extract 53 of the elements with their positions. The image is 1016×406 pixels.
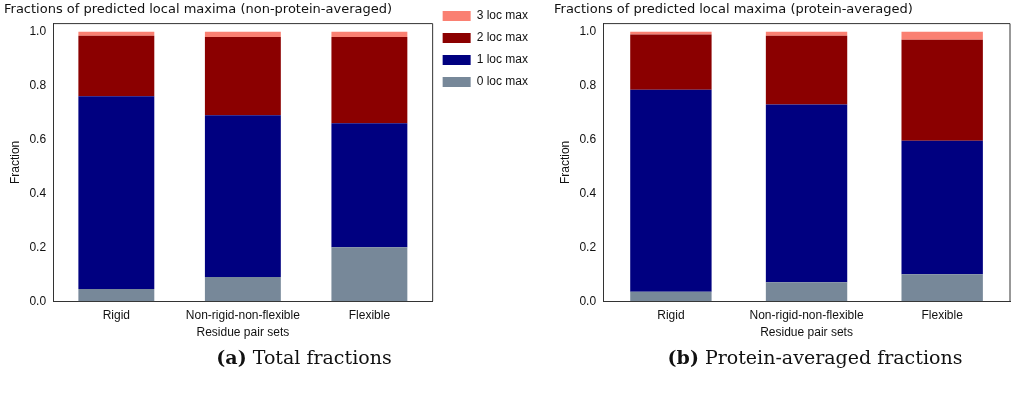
bar [204,276,281,302]
bar [765,35,848,105]
bar [901,140,983,275]
x-axis-title: Residue pair sets [196,325,290,340]
y-axis-title: Fraction [7,140,22,185]
text: (a) Total fractions [215,346,392,368]
bar [78,289,155,302]
bar [630,89,712,292]
x-tick-label: Flexible [921,307,964,322]
bar [331,123,408,248]
bar [78,31,155,36]
chart-title: Fractions of predicted local maxima (protein-averaged) [554,1,913,17]
y-tick-label: 0.0 [579,293,597,308]
x-tick-label: Flexible [348,307,391,322]
bar [901,31,983,40]
y-tick-label: 0.4 [29,185,47,200]
bar [331,31,408,38]
y-tick-label: 0.6 [579,131,597,146]
x-tick-label: Rigid [102,307,131,322]
y-tick-label: 0.6 [29,131,47,146]
chart-title: Fractions of predicted local maxima (non-protein-averaged) [4,1,393,17]
bar [204,115,281,277]
bar [78,96,155,290]
bar [78,35,155,97]
bar [204,37,281,116]
y-tick-label: 0.2 [579,239,597,254]
y-tick-label: 0.8 [29,77,47,92]
legend-label: 1 loc max [476,52,529,67]
bar [331,247,408,302]
legend-label: 0 loc max [476,74,529,89]
bar [901,274,983,302]
x-axis-title: Residue pair sets [760,325,853,340]
x-tick-label: Non-rigid-non-flexible [749,307,864,322]
bar [204,31,281,38]
bar [630,291,712,302]
y-tick-label: 0.2 [29,239,47,254]
x-tick-label: Non-rigid-non-flexible [185,307,301,322]
y-tick-label: 0.0 [29,293,47,308]
bar [765,282,848,302]
bar [901,39,983,141]
bar [331,37,408,124]
bar [765,104,848,283]
legend-label: 3 loc max [476,8,529,23]
y-tick-label: 1.0 [29,24,47,38]
legend-label: 2 loc max [476,30,529,45]
bar [630,34,712,90]
y-tick-label: 0.4 [579,185,597,200]
y-axis-title: Fraction [557,140,572,185]
y-tick-label: 0.8 [579,77,597,92]
x-tick-label: Rigid [657,307,685,322]
y-tick-label: 1.0 [579,24,597,38]
text: (b) Protein-averaged fractions [666,346,963,368]
bar [765,31,848,36]
